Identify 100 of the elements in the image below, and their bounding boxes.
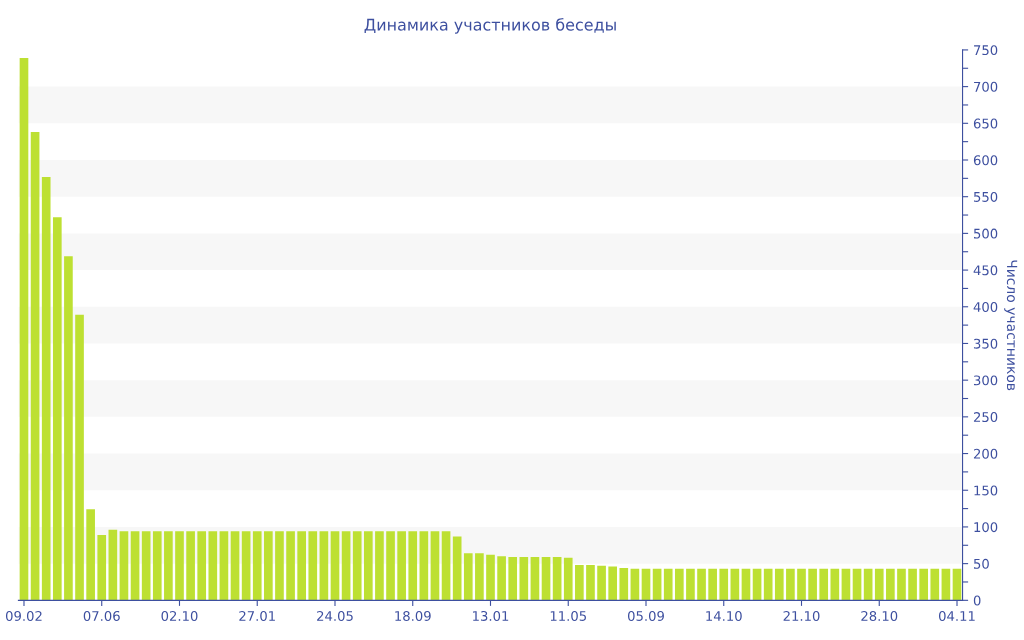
bar bbox=[819, 568, 829, 601]
bar bbox=[897, 568, 906, 601]
bar bbox=[608, 566, 618, 601]
bar bbox=[375, 531, 384, 601]
y-tick-label: 750 bbox=[974, 45, 998, 56]
y-tick-label: 650 bbox=[973, 118, 998, 129]
bar bbox=[297, 531, 306, 601]
bar bbox=[719, 568, 729, 601]
bar bbox=[674, 568, 684, 601]
bar bbox=[41, 176, 51, 601]
chart-title: Динамика участников беседы bbox=[364, 18, 616, 34]
bar bbox=[275, 531, 284, 601]
bar bbox=[463, 553, 473, 601]
bar bbox=[208, 531, 218, 601]
bar bbox=[830, 568, 840, 601]
bar bbox=[797, 568, 806, 601]
x-tick-label: 27.01 bbox=[239, 610, 275, 621]
bar bbox=[130, 531, 140, 601]
x-tick-label: 13.01 bbox=[473, 610, 509, 621]
bar bbox=[363, 531, 373, 601]
bar bbox=[952, 568, 962, 601]
bar bbox=[663, 568, 673, 601]
bar bbox=[619, 568, 629, 601]
bar bbox=[419, 531, 429, 601]
bar bbox=[475, 553, 484, 601]
y-tick-label: 200 bbox=[973, 448, 998, 459]
y-tick-label: 350 bbox=[973, 338, 998, 349]
y-tick-label: 700 bbox=[974, 81, 998, 92]
bar bbox=[330, 531, 340, 601]
bar bbox=[730, 568, 740, 601]
bar bbox=[874, 568, 884, 601]
bar bbox=[552, 557, 562, 601]
bar bbox=[919, 568, 929, 601]
x-tick-label: 14.10 bbox=[706, 610, 742, 621]
bar bbox=[408, 531, 418, 601]
bar bbox=[164, 531, 173, 601]
x-tick-label: 05.09 bbox=[627, 610, 664, 621]
bar bbox=[341, 531, 351, 601]
bar bbox=[64, 256, 73, 601]
bar bbox=[386, 531, 395, 601]
x-tick-label: 02.10 bbox=[161, 610, 198, 621]
bar bbox=[519, 557, 529, 601]
bar bbox=[197, 531, 207, 601]
y-tick-label: 300 bbox=[973, 375, 998, 386]
bar bbox=[186, 531, 195, 601]
bar bbox=[908, 568, 917, 601]
bar bbox=[686, 568, 695, 601]
x-tick-label: 18.09 bbox=[395, 610, 431, 621]
y-tick-label: 100 bbox=[974, 522, 998, 533]
bar bbox=[86, 509, 95, 601]
y-tick-label: 600 bbox=[973, 155, 998, 166]
bar bbox=[697, 568, 706, 601]
bar bbox=[75, 314, 84, 601]
bar bbox=[452, 536, 462, 601]
x-tick-label: 09.02 bbox=[5, 610, 42, 621]
x-tick-label: 11.05 bbox=[550, 610, 586, 621]
bar bbox=[530, 557, 540, 601]
bar bbox=[808, 568, 817, 601]
bar bbox=[774, 568, 784, 601]
y-tick-label: 50 bbox=[974, 558, 989, 569]
bar bbox=[708, 568, 717, 601]
x-tick-label: 07.06 bbox=[83, 610, 120, 621]
bar bbox=[108, 529, 118, 601]
bar bbox=[752, 568, 762, 601]
bar bbox=[230, 531, 240, 601]
bar bbox=[308, 531, 318, 601]
y-tick-label: 250 bbox=[973, 412, 998, 423]
bar bbox=[319, 531, 329, 601]
x-tick-label: 24.05 bbox=[317, 610, 353, 621]
bar bbox=[630, 568, 640, 601]
bar bbox=[541, 557, 551, 601]
bar bbox=[941, 568, 951, 601]
bar bbox=[763, 568, 773, 601]
x-tick-label: 21.10 bbox=[783, 610, 820, 621]
bar bbox=[586, 565, 595, 601]
y-axis-title: Число участников bbox=[1004, 260, 1018, 391]
x-tick-label: 28.10 bbox=[861, 610, 898, 621]
bar bbox=[430, 531, 440, 601]
bar bbox=[397, 531, 406, 601]
bar bbox=[563, 557, 573, 601]
bar bbox=[52, 217, 62, 601]
bar bbox=[219, 531, 229, 601]
bar bbox=[441, 531, 451, 601]
bar bbox=[97, 535, 107, 601]
bar bbox=[241, 531, 251, 601]
bar bbox=[264, 531, 273, 601]
bar bbox=[841, 568, 851, 601]
bar bbox=[641, 568, 651, 601]
bar bbox=[252, 531, 262, 601]
bar bbox=[119, 531, 129, 601]
bar bbox=[175, 531, 184, 601]
y-tick-label: 0 bbox=[973, 595, 981, 606]
bar bbox=[19, 57, 29, 601]
bar bbox=[597, 565, 606, 601]
bar bbox=[152, 531, 162, 601]
bar bbox=[286, 531, 295, 601]
bar bbox=[863, 568, 873, 601]
y-tick-label: 500 bbox=[974, 228, 998, 239]
y-tick-label: 400 bbox=[973, 301, 998, 312]
y-tick-label: 450 bbox=[973, 265, 998, 276]
